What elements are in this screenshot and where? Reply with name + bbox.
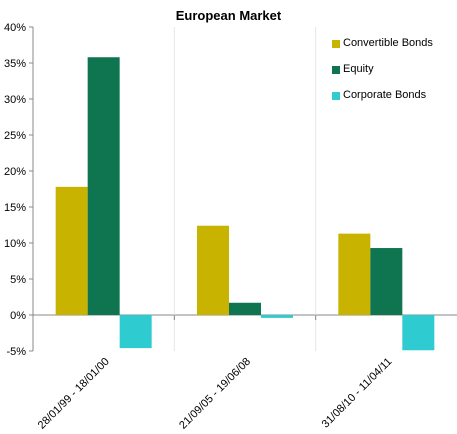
- x-tick-label: 28/01/99 - 18/01/00: [36, 356, 112, 432]
- y-tick-label: 30%: [4, 94, 26, 106]
- x-tick-label: 31/08/10 - 11/04/11: [320, 356, 395, 431]
- y-tick-label: 0%: [10, 310, 26, 322]
- legend-label-corporate-bonds: Corporate Bonds: [343, 89, 427, 101]
- bar: [370, 248, 403, 315]
- bar: [261, 315, 293, 318]
- y-tick-label: 20%: [4, 166, 26, 178]
- bar: [87, 57, 120, 316]
- bar: [402, 315, 435, 351]
- bar: [338, 233, 371, 315]
- bar: [55, 186, 88, 315]
- bar: [197, 225, 229, 315]
- y-tick-label: 35%: [4, 58, 26, 70]
- bar: [229, 302, 261, 315]
- y-tick-label: -5%: [6, 346, 26, 358]
- y-tick-label: 25%: [4, 130, 26, 142]
- bar: [119, 315, 152, 349]
- legend-label-equity: Equity: [343, 63, 374, 75]
- legend-swatch-corporate-bonds: [332, 92, 340, 100]
- y-tick-label: 40%: [4, 22, 26, 34]
- legend-swatch-convertible-bonds: [332, 40, 340, 48]
- legend-swatch-equity: [332, 66, 340, 74]
- y-tick-label: 15%: [4, 202, 26, 214]
- x-tick-label: 21/09/05 - 19/06/08: [177, 356, 253, 432]
- legend-label-convertible-bonds: Convertible Bonds: [343, 37, 433, 49]
- y-tick-label: 5%: [10, 274, 26, 286]
- y-tick-label: 10%: [4, 238, 26, 250]
- chart-title: European Market: [175, 8, 282, 23]
